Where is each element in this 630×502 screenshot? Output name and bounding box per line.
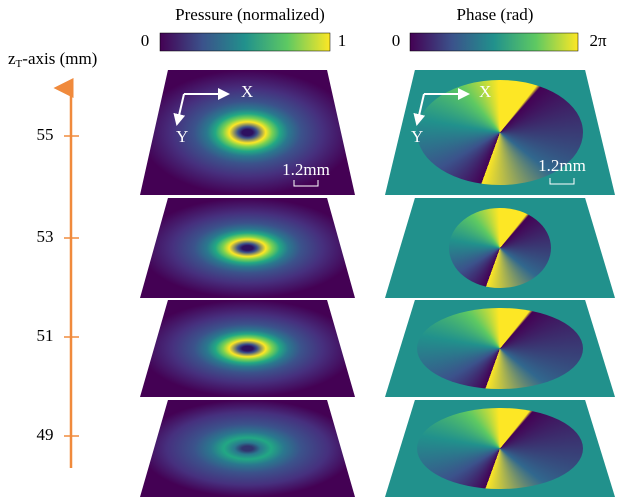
colorbar [160, 33, 330, 51]
pressure-annotations: X Y 1.2mm [176, 82, 330, 186]
x-label: X [479, 82, 491, 101]
y-label: Y [176, 127, 188, 146]
y-arrow [417, 94, 424, 124]
overlay: Pressure (normalized) 0 1 Phase (rad) 0 … [0, 0, 630, 502]
tick-label: 55 [37, 125, 54, 144]
phase-annotations: X Y 1.2mm [411, 82, 586, 184]
scale-label: 1.2mm [538, 156, 586, 175]
scale-bar [550, 178, 574, 184]
colorbar-max: 1 [338, 31, 347, 50]
colorbar-title: Pressure (normalized) [175, 5, 325, 24]
y-arrow [177, 94, 184, 124]
scale-bar [294, 180, 318, 186]
colorbar [410, 33, 578, 51]
axis-label: zT-axis (mm) [8, 49, 97, 70]
tick-label: 49 [37, 425, 54, 444]
scale-label: 1.2mm [282, 160, 330, 179]
colorbar-min: 0 [392, 31, 401, 50]
tick-label: 51 [37, 326, 54, 345]
axis-label-rest: -axis (mm) [22, 49, 97, 68]
figure: Pressure (normalized) 0 1 Phase (rad) 0 … [0, 0, 630, 502]
colorbar-title: Phase (rad) [457, 5, 534, 24]
tick-label: 53 [37, 227, 54, 246]
colorbar-max: 2π [589, 31, 607, 50]
y-label: Y [411, 127, 423, 146]
colorbar-min: 0 [141, 31, 150, 50]
x-label: X [241, 82, 253, 101]
